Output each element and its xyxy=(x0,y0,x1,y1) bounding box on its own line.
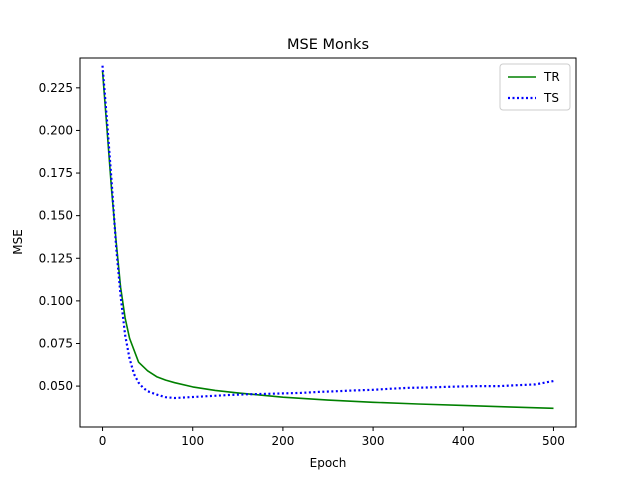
x-tick-label: 200 xyxy=(271,434,294,448)
y-axis-title: MSE xyxy=(11,229,25,255)
x-tick-label: 500 xyxy=(542,434,565,448)
legend: TR TS xyxy=(499,63,571,111)
y-tick-label: 0.075 xyxy=(39,336,73,350)
x-axis-title: Epoch xyxy=(310,456,347,470)
plot-frame xyxy=(79,57,577,428)
y-tick-label: 0.100 xyxy=(39,294,73,308)
series-line-tr xyxy=(101,70,554,410)
y-tick-label: 0.175 xyxy=(39,166,73,180)
x-tick-label: 400 xyxy=(452,434,475,448)
y-tick-label: 0.150 xyxy=(39,209,73,223)
y-tick-label: 0.125 xyxy=(39,251,73,265)
x-tick-label: 300 xyxy=(362,434,385,448)
series-line-ts xyxy=(101,65,554,400)
legend-label-tr: TR xyxy=(543,70,560,84)
y-axis: 0.050 0.075 0.100 0.125 0.150 0.175 0.200 0.225 xyxy=(39,81,80,393)
y-tick-label: 0.050 xyxy=(39,379,73,393)
y-tick-label: 0.225 xyxy=(39,81,73,95)
plot-lines xyxy=(101,65,554,410)
x-tick-label: 100 xyxy=(181,434,204,448)
chart-title: MSE Monks xyxy=(287,37,369,53)
x-axis: 0 100 200 300 400 500 xyxy=(99,427,565,448)
legend-label-ts: TS xyxy=(543,91,559,105)
x-tick-label: 0 xyxy=(99,434,107,448)
y-tick-label: 0.200 xyxy=(39,123,73,137)
